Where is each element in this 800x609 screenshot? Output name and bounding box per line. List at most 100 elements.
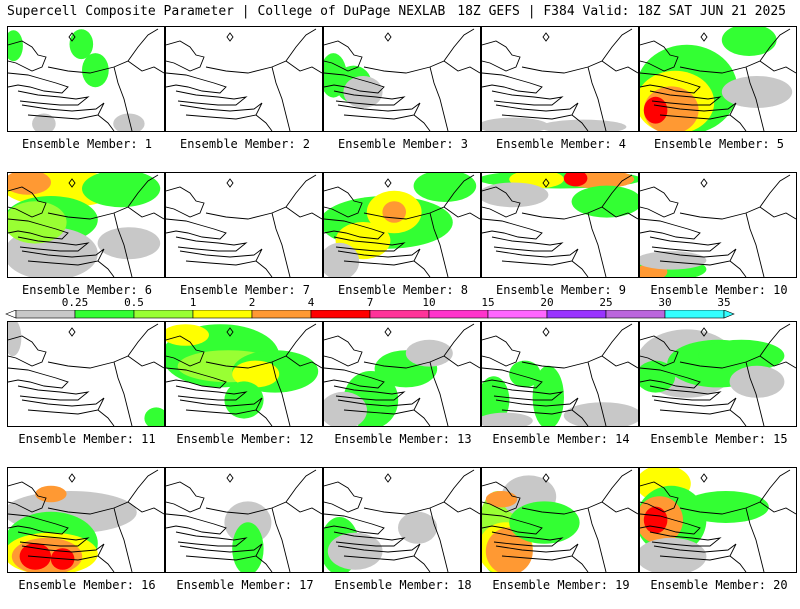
coastline-border (8, 186, 47, 218)
coastline-border (166, 186, 205, 218)
coastline-border (649, 236, 722, 252)
coastline-border (640, 72, 701, 94)
map-plot (165, 26, 323, 132)
color-scale-swatch (74, 310, 135, 319)
color-scale-legend: 0.25 0.5 1 2 4 7 10 15 20 25 30 35 (0, 296, 800, 322)
coastline-border (729, 555, 747, 572)
coastline-border (363, 469, 475, 515)
coastline-border (601, 355, 638, 369)
ensemble-member-panel: Ensemble Member: 11 (7, 321, 167, 463)
scp-contour-fill (398, 511, 438, 544)
ensemble-member-panel: Ensemble Member: 15 (639, 321, 799, 463)
coastline-border (175, 385, 248, 401)
coastline-border (482, 367, 543, 389)
color-scale-tick-label: 20 (540, 296, 554, 309)
coastline-border (491, 90, 564, 106)
coastline-border (8, 335, 47, 367)
map-svg (8, 322, 164, 426)
ensemble-member-panel: Ensemble Member: 5 (639, 26, 799, 168)
map-plot (481, 26, 639, 132)
coastline-border (601, 501, 638, 515)
scp-contour-fill (144, 407, 164, 426)
member-label: Ensemble Member: 19 (492, 578, 630, 592)
coastline-border (8, 481, 47, 513)
coastline-border (324, 40, 363, 72)
map-svg (166, 323, 322, 426)
coastline-border (337, 102, 421, 120)
color-scale-swatch (192, 310, 253, 319)
coastline-border (127, 501, 164, 515)
coastline-border (443, 206, 480, 220)
coastline-border (127, 60, 164, 74)
station-marker-icon (68, 327, 76, 337)
coastline-border (759, 501, 796, 515)
coastline-border (255, 260, 273, 277)
ensemble-member-panel: Ensemble Member: 1 (7, 26, 167, 168)
coastline-border (729, 260, 747, 277)
member-label: Ensemble Member: 4 (495, 137, 627, 151)
member-label: Ensemble Member: 15 (650, 432, 788, 446)
scp-contour-fill (729, 365, 785, 398)
ensemble-member-panel: Ensemble Member: 16 (7, 467, 167, 609)
coastline-border (653, 248, 737, 266)
ensemble-member-panel: Ensemble Member: 17 (165, 467, 325, 609)
station-marker-icon (700, 473, 708, 483)
map-svg (640, 468, 796, 572)
coastline-border (649, 385, 722, 401)
coastline-border (17, 90, 90, 106)
coastline-border (571, 555, 589, 572)
coastline-border (729, 409, 747, 426)
map-plot (165, 321, 323, 427)
coastline-border (21, 397, 105, 415)
coastline-border (255, 114, 273, 131)
color-scale-tick-label: 35 (717, 296, 731, 309)
scp-contour-fill (485, 527, 533, 572)
member-label: Ensemble Member: 1 (21, 137, 153, 151)
scp-contour-fill (343, 76, 383, 108)
station-marker-icon (542, 32, 550, 42)
scp-contour-fill (324, 242, 360, 277)
coastline-border (640, 335, 679, 367)
coastline-border (429, 507, 449, 572)
coastline-border (679, 174, 791, 220)
member-label: Ensemble Member: 20 (650, 578, 788, 592)
page-title: Supercell Composite Parameter | College … (7, 4, 446, 19)
ensemble-member-panel: Ensemble Member: 18 (323, 467, 483, 609)
coastline-border (729, 114, 747, 131)
coastline-border (482, 72, 543, 94)
coastline-border (491, 385, 564, 401)
coastline-border (8, 513, 69, 535)
station-marker-icon (226, 178, 234, 188)
station-marker-icon (68, 178, 76, 188)
coastline-border (166, 513, 227, 535)
coastline-border (175, 236, 248, 252)
coastline-border (21, 102, 105, 120)
member-label: Ensemble Member: 9 (495, 283, 627, 297)
coastline-border (205, 174, 317, 220)
coastline-border (679, 28, 791, 74)
coastline-border (175, 531, 248, 547)
member-label: Ensemble Member: 8 (337, 283, 469, 297)
coastline-border (21, 248, 105, 266)
coastline-border (413, 555, 431, 572)
coastline-border (113, 361, 133, 426)
coastline-border (333, 385, 406, 401)
coastline-border (759, 60, 796, 74)
coastline-border (324, 335, 363, 367)
map-plot (165, 172, 323, 278)
member-label: Ensemble Member: 6 (21, 283, 153, 297)
coastline-border (271, 507, 291, 572)
coastline-border (482, 186, 521, 218)
coastline-border (649, 531, 722, 547)
member-label: Ensemble Member: 18 (334, 578, 472, 592)
coastline-border (285, 501, 322, 515)
scp-contour-fill (698, 339, 785, 372)
ensemble-member-panel: Ensemble Member: 7 (165, 172, 325, 314)
color-scale-swatch (428, 310, 489, 319)
coastline-border (205, 28, 317, 74)
map-plot (7, 26, 165, 132)
coastline-border (324, 481, 363, 513)
coastline-border (47, 28, 159, 74)
scp-contour-fill (571, 185, 638, 218)
station-marker-icon (384, 32, 392, 42)
